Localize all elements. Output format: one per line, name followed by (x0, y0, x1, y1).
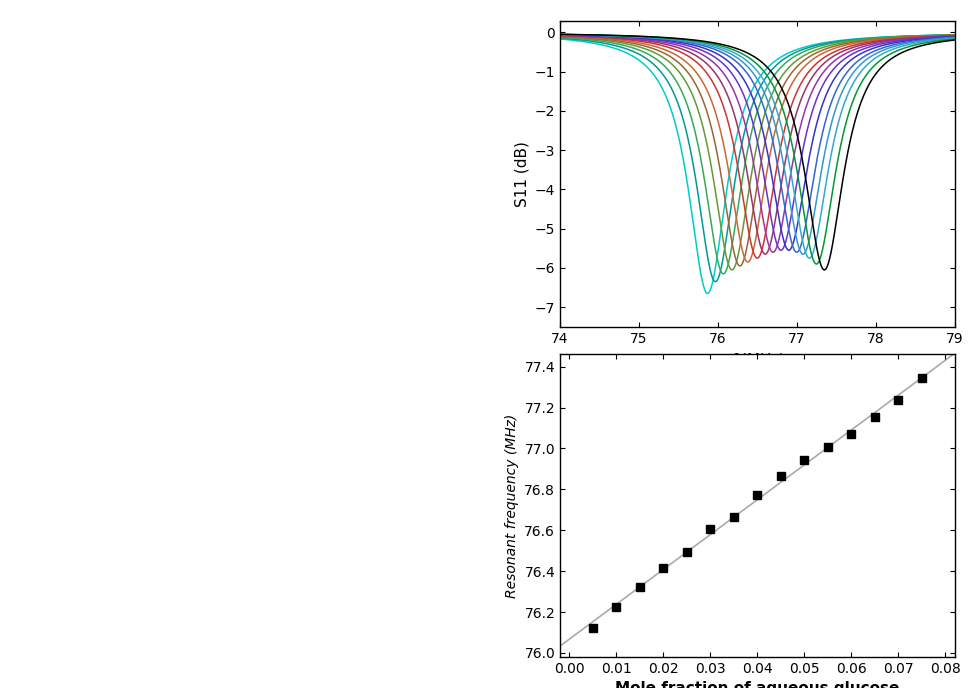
X-axis label: $\it{f}$ (MHz): $\it{f}$ (MHz) (730, 351, 785, 369)
X-axis label: Mole fraction of aqueous glucose: Mole fraction of aqueous glucose (616, 681, 899, 688)
Y-axis label: Resonant frequency (MHz): Resonant frequency (MHz) (505, 413, 519, 598)
Y-axis label: S11 (dB): S11 (dB) (514, 141, 529, 206)
